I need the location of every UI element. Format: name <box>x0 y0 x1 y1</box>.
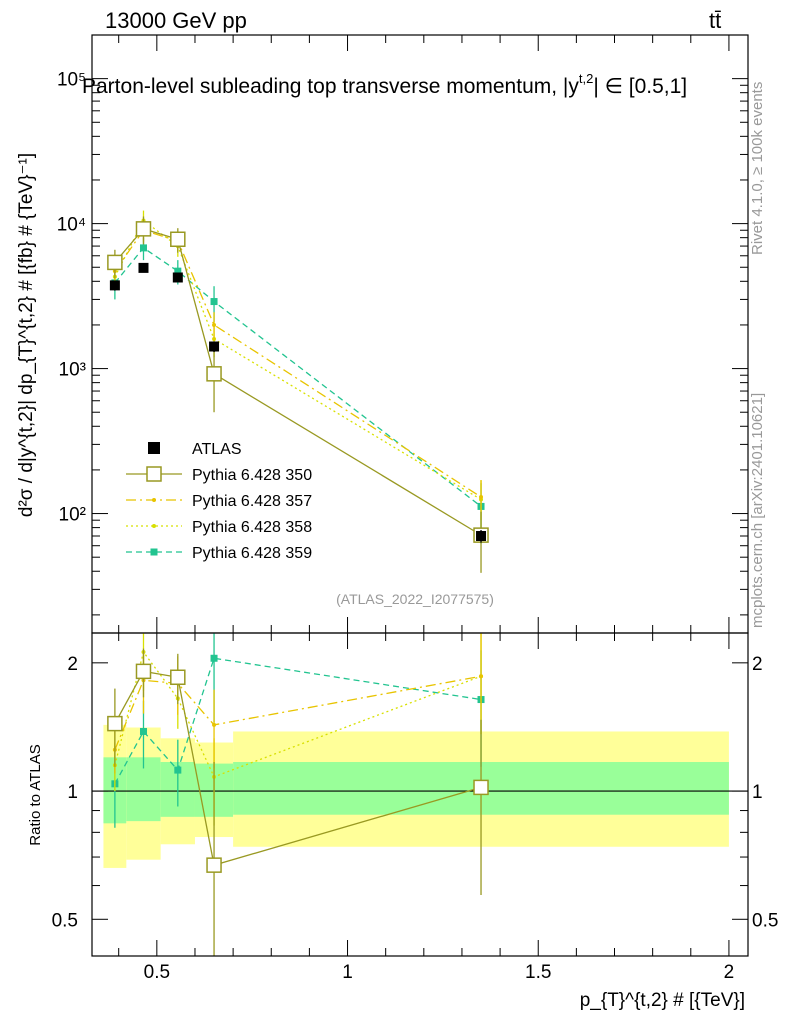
plot-title: Parton-level subleading top transverse m… <box>82 71 687 98</box>
marker <box>473 779 489 796</box>
ratio-panel: 0.5 1 1.5 2 0.5 0.5 1 1 2 2 <box>52 632 778 983</box>
marker <box>479 495 484 500</box>
legend-label: Pythia 6.428 359 <box>192 545 312 562</box>
y-tick-label: 10³ <box>59 360 86 381</box>
y-tick-label: 1 <box>752 782 763 803</box>
main-series-layer <box>107 210 489 573</box>
marker <box>170 231 186 248</box>
main-frame <box>91 34 749 634</box>
data-point <box>172 272 183 283</box>
y-tick-label: 1 <box>67 782 78 803</box>
legend-marker <box>148 442 160 454</box>
legend-label: Pythia 6.428 358 <box>192 519 312 536</box>
y-tick-label: 10⁴ <box>57 215 86 236</box>
rivet-label: Rivet 4.1.0, ≥ 100k events <box>749 82 766 255</box>
marker <box>139 244 147 252</box>
marker <box>107 254 123 271</box>
marker <box>174 267 182 275</box>
marker <box>146 466 162 482</box>
marker <box>479 674 484 679</box>
series-line <box>114 228 482 536</box>
legend-label: Pythia 6.428 350 <box>192 467 312 484</box>
marker <box>212 722 217 727</box>
data-point <box>476 531 487 542</box>
marker <box>107 715 123 732</box>
ratio-frame <box>91 632 749 957</box>
marker <box>152 524 156 528</box>
y-tick-label: 10² <box>59 505 86 526</box>
marker <box>206 857 222 873</box>
data-point <box>209 341 220 352</box>
marker <box>210 654 218 662</box>
y-tick-label: 10⁵ <box>57 70 86 91</box>
marker <box>206 366 222 382</box>
marker <box>212 322 217 327</box>
marker <box>170 669 186 686</box>
x-tick-label: 1 <box>342 962 353 983</box>
y-axis-label-main: d²σ / d|y^{t,2}| dp_{T}^{t,2} # [{fb} # … <box>16 153 37 517</box>
data-point <box>109 280 120 291</box>
main-ticks: 10² 10³ 10⁴ 10⁵ <box>57 34 748 633</box>
series-line <box>114 229 482 498</box>
legend-label: Pythia 6.428 357 <box>192 493 312 510</box>
y-tick-label: 2 <box>67 654 78 675</box>
y-axis-label-ratio: Ratio to ATLAS <box>27 744 44 845</box>
ratio-line <box>114 650 482 778</box>
marker <box>174 766 182 774</box>
y-tick-label: 0.5 <box>52 910 78 931</box>
series-line <box>114 247 482 507</box>
x-tick-label: 0.5 <box>144 962 170 983</box>
marker <box>152 498 156 502</box>
energy-label: 13000 GeV pp <box>105 8 247 33</box>
marker <box>135 221 152 237</box>
y-tick-label: 2 <box>752 654 763 675</box>
watermark: (ATLAS_2022_I2077575) <box>336 591 494 607</box>
mcplots-label: mcplots.cern.ch [arXiv:2401.10621] <box>749 393 766 628</box>
marker <box>150 548 158 556</box>
main-panel: 10² 10³ 10⁴ 10⁵ Parton-level subleading top… <box>57 34 749 634</box>
marker <box>210 298 218 306</box>
y-tick-label: 0.5 <box>752 910 778 931</box>
data-point <box>138 262 149 273</box>
x-axis-label: p_{T}^{t,2} # [{TeV}] <box>580 990 745 1011</box>
x-tick-label: 2 <box>724 962 735 983</box>
series-line <box>114 219 482 501</box>
marker <box>139 727 147 735</box>
legend-label: ATLAS <box>192 441 242 458</box>
process-label: tt̄ <box>709 8 721 33</box>
legend: ATLAS Pythia 6.428 350 Pythia 6.428 357 Pyt… <box>126 441 312 562</box>
marker <box>135 663 152 680</box>
x-tick-label: 1.5 <box>525 962 551 983</box>
